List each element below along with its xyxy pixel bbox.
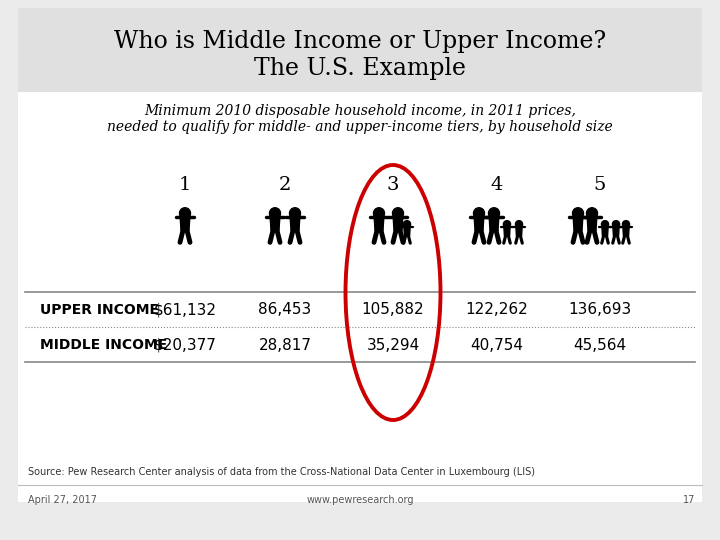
Polygon shape bbox=[270, 214, 280, 231]
Text: UPPER INCOME: UPPER INCOME bbox=[40, 303, 159, 317]
Circle shape bbox=[503, 221, 510, 228]
Text: $20,377: $20,377 bbox=[153, 338, 217, 353]
Circle shape bbox=[572, 208, 583, 219]
Text: 2: 2 bbox=[279, 176, 291, 194]
Circle shape bbox=[374, 208, 384, 219]
Circle shape bbox=[601, 221, 608, 228]
Circle shape bbox=[392, 208, 403, 219]
Circle shape bbox=[587, 208, 598, 219]
Polygon shape bbox=[393, 214, 403, 231]
Polygon shape bbox=[374, 214, 384, 231]
Polygon shape bbox=[504, 225, 510, 235]
Polygon shape bbox=[516, 225, 522, 235]
Text: 45,564: 45,564 bbox=[573, 338, 626, 353]
Circle shape bbox=[488, 208, 500, 219]
Text: 35,294: 35,294 bbox=[366, 338, 420, 353]
Circle shape bbox=[474, 208, 485, 219]
Text: www.pewresearch.org: www.pewresearch.org bbox=[306, 495, 414, 505]
Text: MIDDLE INCOME: MIDDLE INCOME bbox=[40, 338, 167, 352]
Polygon shape bbox=[623, 225, 629, 235]
Text: 4: 4 bbox=[491, 176, 503, 194]
FancyBboxPatch shape bbox=[18, 8, 702, 92]
Text: 105,882: 105,882 bbox=[361, 302, 424, 318]
Circle shape bbox=[613, 221, 620, 228]
Text: April 27, 2017: April 27, 2017 bbox=[28, 495, 97, 505]
FancyBboxPatch shape bbox=[18, 92, 702, 502]
Polygon shape bbox=[474, 214, 484, 231]
Polygon shape bbox=[573, 214, 583, 231]
Text: 122,262: 122,262 bbox=[466, 302, 528, 318]
Text: 5: 5 bbox=[594, 176, 606, 194]
Polygon shape bbox=[489, 214, 499, 231]
Text: 86,453: 86,453 bbox=[258, 302, 312, 318]
Text: Minimum 2010 disposable household income, in 2011 prices,
needed to qualify for : Minimum 2010 disposable household income… bbox=[107, 104, 613, 134]
Polygon shape bbox=[180, 214, 190, 231]
Text: 136,693: 136,693 bbox=[568, 302, 631, 318]
Text: Source: Pew Research Center analysis of data from the Cross-National Data Center: Source: Pew Research Center analysis of … bbox=[28, 467, 535, 477]
Polygon shape bbox=[404, 225, 410, 235]
Polygon shape bbox=[290, 214, 300, 231]
Circle shape bbox=[622, 221, 629, 228]
Polygon shape bbox=[587, 214, 597, 231]
Polygon shape bbox=[613, 225, 619, 235]
Text: $61,132: $61,132 bbox=[153, 302, 217, 318]
Text: 28,817: 28,817 bbox=[258, 338, 312, 353]
Circle shape bbox=[403, 221, 410, 228]
Polygon shape bbox=[602, 225, 608, 235]
Circle shape bbox=[179, 208, 191, 219]
Circle shape bbox=[289, 208, 300, 219]
Text: 17: 17 bbox=[683, 495, 695, 505]
Text: 3: 3 bbox=[387, 176, 400, 194]
Text: 1: 1 bbox=[179, 176, 192, 194]
Text: 40,754: 40,754 bbox=[470, 338, 523, 353]
Circle shape bbox=[516, 221, 523, 228]
Circle shape bbox=[269, 208, 281, 219]
Text: Who is Middle Income or Upper Income?
The U.S. Example: Who is Middle Income or Upper Income? Th… bbox=[114, 30, 606, 79]
